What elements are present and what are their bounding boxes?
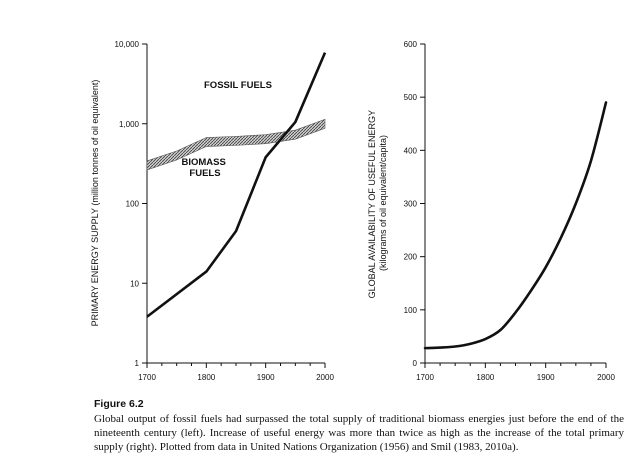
right-y-axis-title: GLOBAL AVAILABILITY OF USEFUL ENERGY (ki… xyxy=(367,108,388,299)
figure-caption-text: Global output of fossil fuels had surpas… xyxy=(94,413,624,453)
right-y-tick-label: 600 xyxy=(404,40,418,49)
figure-caption: Figure 6.2 Global output of fossil fuels… xyxy=(94,397,624,454)
figure-label: Figure 6.2 xyxy=(94,398,144,410)
left-y-tick-label: 10 xyxy=(130,279,139,288)
useful-energy-line xyxy=(423,101,608,350)
left-ticks xyxy=(142,43,326,368)
left-x-tick-label: 1700 xyxy=(138,373,156,382)
left-y-axis-title: PRIMARY ENERGY SUPPLY (million tonnes of… xyxy=(90,80,100,327)
left-y-tick-label: 100 xyxy=(126,200,140,209)
left-series xyxy=(146,52,327,318)
left-y-tick-label: 1,000 xyxy=(119,120,140,129)
right-x-tick-label: 1800 xyxy=(476,373,494,382)
right-y-tick-label: 200 xyxy=(404,253,418,262)
right-y-tick-label: 0 xyxy=(413,359,418,368)
left-tick-labels: 1 10 100 1,000 10,000 1700 1800 1900 2000 xyxy=(115,40,335,382)
right-y-tick-label: 100 xyxy=(404,306,418,315)
fossil-fuels-line xyxy=(146,52,327,318)
left-x-tick-label: 1900 xyxy=(257,373,275,382)
right-y-tick-label: 300 xyxy=(404,200,418,209)
right-y-tick-label: 500 xyxy=(404,93,418,102)
left-y-tick-label: 10,000 xyxy=(115,40,140,49)
left-y-tick-label: 1 xyxy=(135,359,140,368)
left-x-tick-label: 2000 xyxy=(316,373,334,382)
right-chart: 0 100 200 300 400 500 600 1700 1800 1900 2000 GLOB… xyxy=(367,40,615,382)
right-x-tick-label: 2000 xyxy=(597,373,615,382)
right-x-tick-label: 1900 xyxy=(537,373,555,382)
fossil-fuels-label: FOSSIL FUELS xyxy=(204,80,272,91)
biomass-fuels-label: BIOMASS FUELS xyxy=(182,157,229,179)
right-x-tick-label: 1700 xyxy=(416,373,434,382)
biomass-fuels-band xyxy=(146,118,326,171)
right-tick-labels: 0 100 200 300 400 500 600 1700 1800 1900 2000 xyxy=(404,40,616,382)
left-x-tick-label: 1800 xyxy=(197,373,215,382)
right-y-tick-label: 400 xyxy=(404,146,418,155)
right-series xyxy=(423,101,608,350)
left-chart: 1 10 100 1,000 10,000 1700 1800 1900 2000 FOSSIL… xyxy=(90,40,334,382)
right-ticks xyxy=(420,43,607,368)
